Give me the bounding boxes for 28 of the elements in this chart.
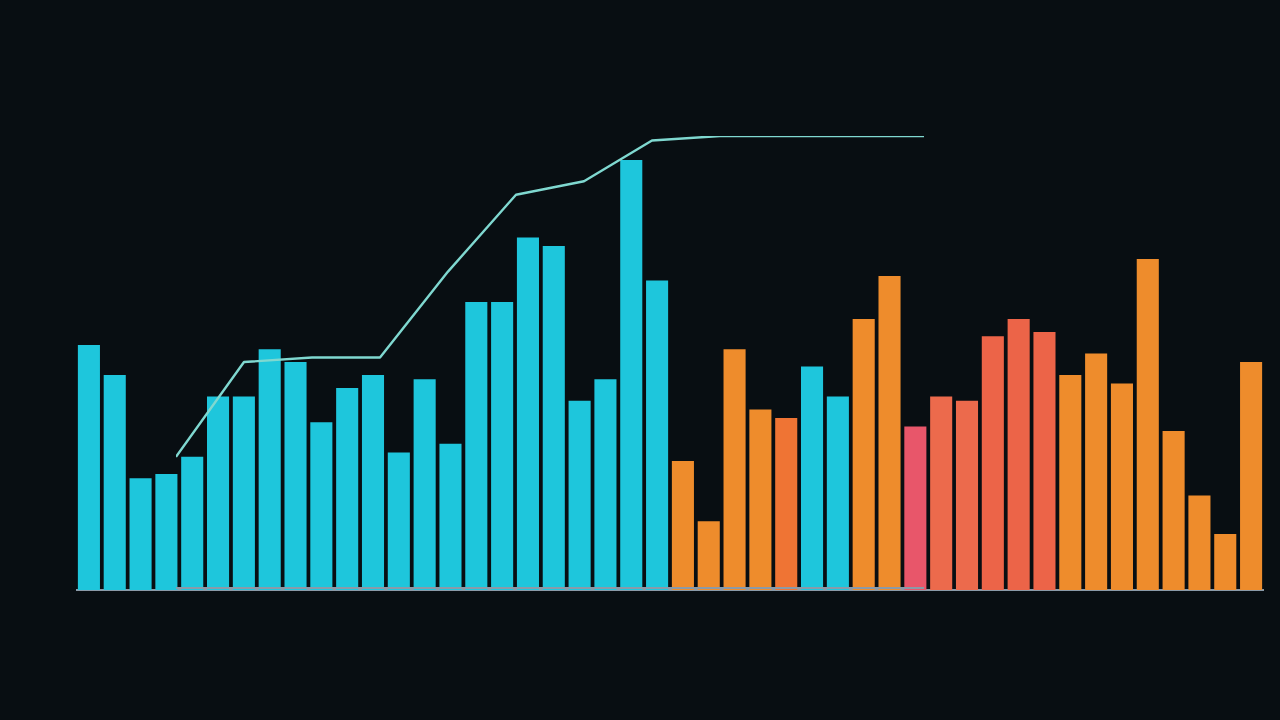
bar	[671, 461, 694, 590]
bar	[930, 396, 953, 590]
bar	[232, 396, 255, 590]
bar	[1059, 375, 1082, 590]
bar	[516, 237, 539, 590]
bar	[207, 396, 230, 590]
bar	[620, 160, 643, 590]
bar	[103, 375, 126, 590]
bar	[491, 301, 514, 590]
bar	[542, 246, 565, 590]
bar	[904, 426, 927, 590]
bar	[361, 375, 385, 590]
bar	[387, 452, 410, 590]
bar	[181, 456, 204, 590]
bar	[1240, 362, 1263, 590]
bar	[697, 521, 720, 590]
bar	[955, 400, 979, 590]
bar	[826, 396, 849, 590]
bar	[1136, 258, 1159, 590]
bar	[336, 387, 359, 590]
bar	[801, 366, 824, 590]
bar	[1110, 383, 1133, 590]
bar	[775, 418, 798, 590]
bar	[1085, 353, 1108, 590]
bar	[646, 280, 669, 590]
bar	[981, 336, 1004, 590]
bar	[1214, 534, 1237, 590]
bar	[77, 344, 100, 590]
